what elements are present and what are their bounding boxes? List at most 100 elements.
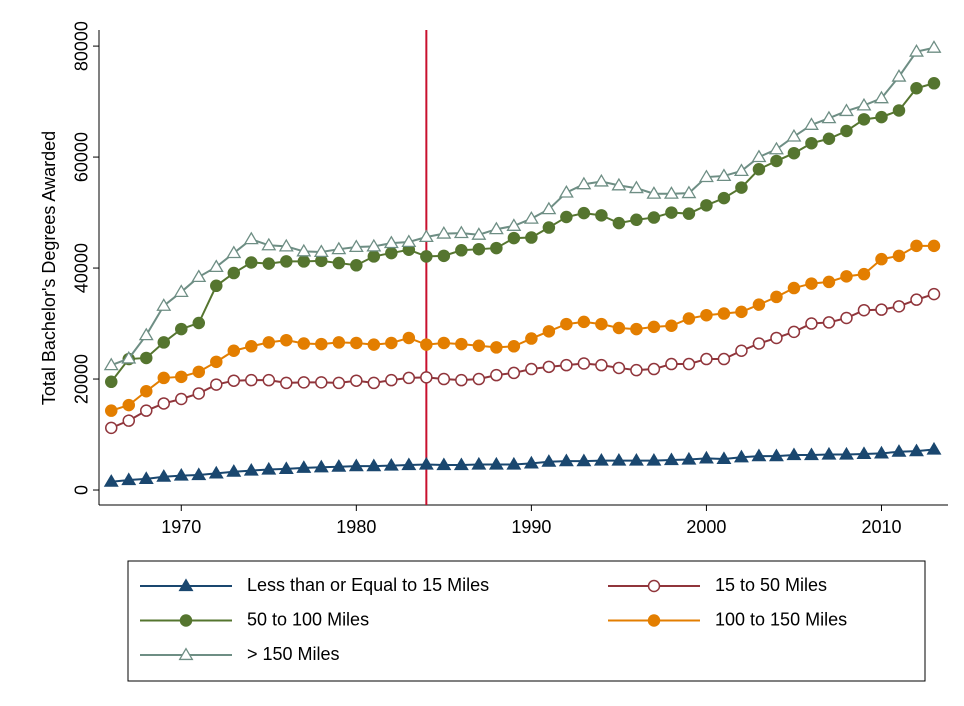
legend-marker (179, 614, 193, 627)
data-point (665, 357, 678, 371)
data-point (331, 241, 347, 255)
data-point (192, 387, 206, 400)
data-point (472, 242, 486, 256)
data-point (733, 163, 749, 177)
data-point (875, 303, 888, 316)
data-point (506, 456, 522, 470)
y-tick-label: 60000 (72, 132, 92, 182)
data-point (245, 256, 258, 269)
data-point (525, 231, 538, 244)
data-point (471, 456, 487, 470)
data-point (157, 371, 171, 385)
data-point (208, 259, 224, 273)
y-tick-label: 20000 (72, 354, 92, 404)
data-point (436, 457, 452, 471)
data-point (735, 344, 748, 357)
data-point (350, 336, 363, 350)
data-point (840, 311, 853, 325)
data-point (700, 199, 713, 212)
data-point (243, 462, 259, 476)
data-point (140, 384, 153, 398)
data-point (682, 357, 696, 371)
data-point (770, 154, 783, 168)
data-point (332, 256, 346, 270)
data-point (157, 397, 171, 410)
data-point (770, 331, 783, 345)
data-point (768, 141, 784, 155)
data-point (156, 469, 172, 482)
data-point (262, 257, 276, 270)
data-point (786, 447, 802, 461)
data-point (751, 448, 767, 462)
data-point (315, 376, 328, 389)
data-point (367, 338, 381, 351)
data-point (630, 213, 643, 227)
data-point (490, 341, 503, 354)
data-point (665, 206, 678, 219)
data-point (595, 358, 608, 372)
data-point (455, 373, 468, 387)
data-point (786, 128, 802, 142)
data-point (192, 316, 206, 330)
data-point (418, 229, 434, 243)
data-point (542, 221, 556, 234)
data-point (891, 69, 907, 82)
data-point (717, 352, 731, 366)
data-point (367, 376, 381, 390)
data-point (472, 372, 486, 386)
data-point (628, 180, 644, 194)
data-point (173, 467, 189, 481)
data-point (821, 446, 837, 460)
data-point (157, 336, 171, 349)
data-point (681, 451, 697, 465)
legend-marker (178, 647, 194, 661)
data-point (700, 352, 713, 366)
data-point (191, 467, 207, 481)
data-point (140, 351, 153, 365)
data-point (488, 456, 504, 470)
data-point (471, 227, 487, 240)
data-point (507, 366, 521, 380)
data-point (173, 284, 189, 297)
data-point (874, 90, 889, 104)
data-point (401, 457, 417, 471)
x-tick-label: 1970 (161, 517, 201, 537)
data-point (542, 360, 556, 374)
data-point (909, 44, 924, 57)
data-point (558, 453, 574, 467)
data-point (296, 243, 312, 257)
data-point (821, 110, 837, 124)
data-point (560, 317, 573, 331)
data-point (103, 474, 119, 487)
data-point (175, 322, 188, 336)
data-point (541, 454, 557, 467)
data-point (261, 237, 277, 251)
data-point (453, 457, 469, 471)
data-point (927, 287, 941, 301)
data-point (751, 149, 767, 163)
legend-marker (647, 614, 661, 627)
data-point (488, 221, 504, 235)
data-point (805, 136, 818, 150)
data-point (733, 449, 749, 463)
data-point (226, 464, 242, 477)
data-point (541, 201, 557, 215)
data-point (752, 163, 766, 176)
data-point (297, 337, 311, 350)
y-tick-label: 0 (72, 485, 92, 495)
data-point (891, 444, 907, 457)
data-point (892, 249, 906, 263)
data-point (927, 77, 941, 90)
data-point (243, 231, 259, 245)
data-point (436, 226, 452, 239)
data-point (313, 244, 329, 258)
data-point (840, 270, 853, 283)
data-point (367, 250, 381, 263)
data-point (927, 239, 941, 253)
data-point (315, 337, 328, 351)
data-point (716, 451, 732, 465)
data-point (296, 460, 312, 473)
data-point (401, 234, 417, 248)
data-point (647, 362, 661, 376)
